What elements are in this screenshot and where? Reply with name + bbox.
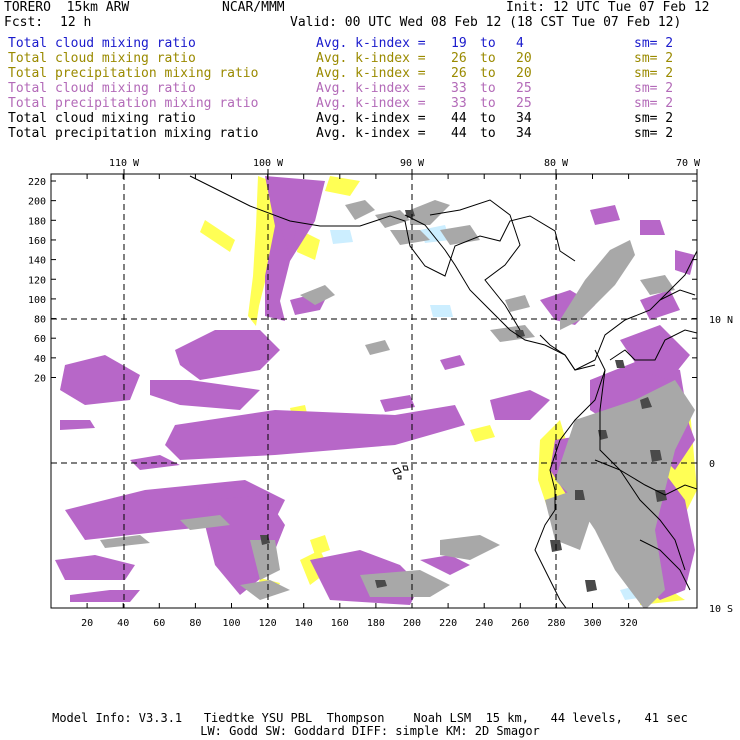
- legend-field: Total cloud mixing ratio: [8, 36, 196, 51]
- model-title: TORERO 15km ARW: [4, 0, 130, 15]
- grid-y-tick-label: 40: [34, 354, 46, 365]
- legend-kindex: Avg. k-index =: [316, 51, 426, 66]
- legend-sm: sm= 2: [634, 36, 674, 51]
- grid-x-tick-label: 240: [475, 618, 493, 629]
- legend-to-label: to: [480, 81, 496, 96]
- legend-to: 34: [516, 126, 532, 141]
- grid-y-tick-label: 60: [34, 334, 46, 345]
- legend-sm: sm= 2: [634, 96, 674, 111]
- legend-kindex: Avg. k-index =: [316, 81, 426, 96]
- grid-x-tick-label: 320: [620, 618, 638, 629]
- forecast-hour: 12 h: [60, 15, 92, 30]
- lon-label: 90 W: [400, 158, 425, 169]
- grid-x-tick-label: 20: [81, 618, 93, 629]
- legend-sm: sm= 2: [634, 126, 674, 141]
- grid-x-tick-label: 300: [583, 618, 601, 629]
- lat-label: 10 N: [709, 315, 733, 326]
- legend-from: 33: [451, 81, 467, 96]
- lon-label: 70 W: [676, 158, 701, 169]
- grid-x-tick-label: 280: [547, 618, 565, 629]
- grid-x-tick-label: 100: [222, 618, 240, 629]
- legend-to-label: to: [480, 96, 496, 111]
- lat-lon-grid: [51, 174, 697, 608]
- legend-from: 44: [451, 126, 467, 141]
- legend-sm: sm= 2: [634, 51, 674, 66]
- legend-from: 26: [451, 66, 467, 81]
- legend-field: Total precipitation mixing ratio: [8, 96, 259, 111]
- legend-kindex: Avg. k-index =: [316, 126, 426, 141]
- grid-x-tick-label: 140: [295, 618, 313, 629]
- grid-x-tick-label: 220: [439, 618, 457, 629]
- grid-x-tick-label: 200: [403, 618, 421, 629]
- map-frame: [50, 173, 698, 609]
- legend-from: 26: [451, 51, 467, 66]
- legend-to: 25: [516, 96, 532, 111]
- legend-from: 33: [451, 96, 467, 111]
- legend-to-label: to: [480, 66, 496, 81]
- legend-field: Total cloud mixing ratio: [8, 51, 196, 66]
- legend-kindex: Avg. k-index =: [316, 96, 426, 111]
- valid-time: Valid: 00 UTC Wed 08 Feb 12 (18 CST Tue …: [290, 15, 682, 30]
- legend-to-label: to: [480, 36, 496, 51]
- grid-x-tick-label: 80: [189, 618, 201, 629]
- legend-kindex: Avg. k-index =: [316, 36, 426, 51]
- legend-kindex: Avg. k-index =: [316, 66, 426, 81]
- grid-y-tick-label: 160: [28, 236, 46, 247]
- grid-x-tick-label: 160: [331, 618, 349, 629]
- legend-sm: sm= 2: [634, 111, 674, 126]
- legend-sm: sm= 2: [634, 66, 674, 81]
- legend-kindex: Avg. k-index =: [316, 111, 426, 126]
- legend-field: Total precipitation mixing ratio: [8, 126, 259, 141]
- grid-y-tick-label: 140: [28, 256, 46, 267]
- lon-label: 80 W: [544, 158, 569, 169]
- legend-to: 25: [516, 81, 532, 96]
- legend-to: 34: [516, 111, 532, 126]
- forecast-label: Fcst:: [4, 15, 44, 30]
- grid-y-tick-label: 120: [28, 275, 46, 286]
- grid-x-tick-label: 180: [367, 618, 385, 629]
- coastlines: [189, 175, 697, 608]
- grid-y-tick-label: 80: [34, 315, 46, 326]
- grid-x-tick-label: 60: [153, 618, 165, 629]
- legend-field: Total cloud mixing ratio: [8, 81, 196, 96]
- footer-model-info: Model Info: V3.3.1 Tiedtke YSU PBL Thomp…: [52, 711, 688, 725]
- cloud-fields: [55, 175, 697, 608]
- org-label: NCAR/MMM: [222, 0, 285, 15]
- footer-physics-info: LW: Godd SW: Goddard DIFF: simple KM: 2D…: [200, 724, 540, 738]
- grid-y-tick-label: 100: [28, 295, 46, 306]
- lat-label: 0: [709, 459, 715, 470]
- legend-to-label: to: [480, 51, 496, 66]
- legend-to: 20: [516, 51, 532, 66]
- grid-ticks: [51, 169, 698, 608]
- legend-to: 20: [516, 66, 532, 81]
- galapagos: [392, 465, 409, 480]
- gray-cloud-areas: [100, 200, 695, 608]
- grid-x-tick-label: 120: [259, 618, 277, 629]
- lon-label: 110 W: [109, 158, 140, 169]
- legend-field: Total cloud mixing ratio: [8, 111, 196, 126]
- legend-from: 19: [451, 36, 467, 51]
- grid-y-tick-label: 220: [28, 177, 46, 188]
- grid-x-tick-label: 40: [117, 618, 129, 629]
- grid-y-tick-label: 180: [28, 216, 46, 227]
- init-time: Init: 12 UTC Tue 07 Feb 12: [506, 0, 710, 15]
- legend-sm: sm= 2: [634, 81, 674, 96]
- legend-to: 4: [516, 36, 524, 51]
- legend-to-label: to: [480, 111, 496, 126]
- legend-to-label: to: [480, 126, 496, 141]
- grid-x-tick-label: 260: [511, 618, 529, 629]
- grid-y-tick-label: 200: [28, 197, 46, 208]
- grid-y-tick-label: 20: [34, 374, 46, 385]
- axis-labels: 110 W 100 W 90 W 80 W 70 W 10 N 0 10 S 20 40 60 80 1…: [28, 158, 733, 629]
- legend-from: 44: [451, 111, 467, 126]
- lon-label: 100 W: [253, 158, 284, 169]
- lat-label: 10 S: [709, 604, 733, 615]
- legend-field: Total precipitation mixing ratio: [8, 66, 259, 81]
